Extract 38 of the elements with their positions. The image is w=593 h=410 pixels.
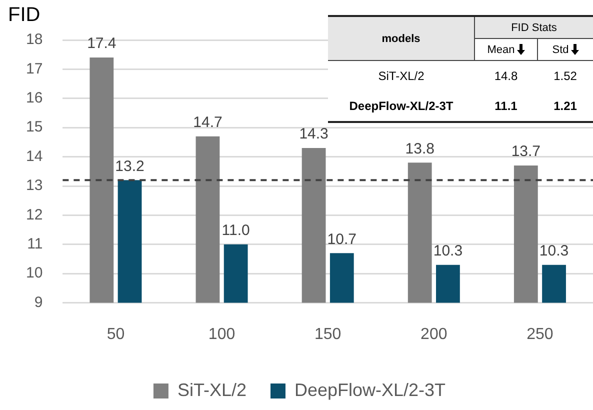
text: FID Stats bbox=[511, 22, 557, 34]
data-label: 13.7 bbox=[511, 143, 541, 160]
data-label: 13.2 bbox=[115, 158, 144, 175]
data-label: 10.7 bbox=[327, 230, 356, 248]
data-label: 17.4 bbox=[87, 35, 116, 52]
data-label: 10.3 bbox=[433, 242, 463, 260]
annotation: Mean bbox=[474, 38, 538, 60]
x-tick-label: 100 bbox=[208, 326, 236, 343]
y-tick-label: 9 bbox=[34, 294, 43, 311]
y-tick-label: 14 bbox=[26, 148, 43, 165]
legend-label: SiT-XL/2 bbox=[177, 380, 246, 400]
data-label: 14.7 bbox=[193, 114, 222, 131]
y-tick-label: 18 bbox=[26, 31, 43, 48]
legend-label: DeepFlow-XL/2-3T bbox=[294, 380, 446, 400]
annotation: 11.1 bbox=[494, 98, 518, 115]
y-tick-label: 12 bbox=[26, 206, 43, 224]
x-tick-label: 150 bbox=[314, 326, 342, 343]
annotation: 1.52 bbox=[552, 68, 578, 85]
data-label: 14.3 bbox=[299, 126, 328, 143]
annotation: Std bbox=[538, 38, 593, 60]
y-tick-label: 11 bbox=[27, 236, 43, 253]
x-tick-label: 50 bbox=[106, 326, 125, 343]
y-tick-label: 13 bbox=[26, 177, 43, 194]
annotation: 14.8 bbox=[493, 68, 519, 85]
annotation: models bbox=[328, 16, 474, 60]
y-axis-title: FID bbox=[8, 4, 40, 27]
annotation: 1.21 bbox=[552, 98, 578, 115]
y-tick-label: 17 bbox=[26, 60, 43, 78]
x-tick-label: 250 bbox=[526, 326, 554, 343]
annotation: SiT-XL/2 bbox=[377, 68, 426, 85]
data-label: 11.0 bbox=[222, 222, 250, 240]
x-tick-label: 200 bbox=[420, 326, 448, 343]
data-label: 13.8 bbox=[405, 140, 434, 158]
y-tick-label: 15 bbox=[26, 118, 43, 136]
annotation: DeepFlow-XL/2-3T bbox=[348, 98, 454, 115]
y-tick-label: 16 bbox=[26, 90, 43, 107]
y-tick-label: 10 bbox=[26, 264, 43, 282]
data-label: 10.3 bbox=[539, 242, 569, 260]
